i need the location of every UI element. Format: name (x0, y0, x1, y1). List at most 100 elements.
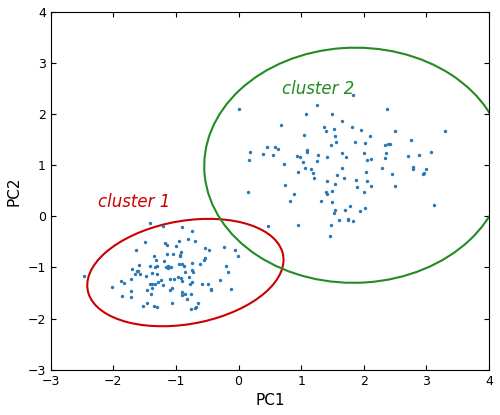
Point (313, 101, 321, 108)
Point (206, 286, 214, 293)
Point (142, 273, 150, 279)
Point (382, 150, 390, 157)
Point (386, 141, 394, 148)
Point (160, 281, 168, 288)
Point (118, 278, 126, 284)
Text: cluster 1: cluster 1 (98, 193, 170, 211)
Point (153, 262, 161, 269)
Point (304, 146, 312, 153)
Point (303, 149, 311, 156)
Point (414, 152, 422, 159)
Point (299, 159, 307, 166)
Point (404, 152, 412, 159)
Point (222, 263, 230, 269)
Point (330, 133, 338, 140)
Point (187, 291, 195, 298)
Point (344, 215, 351, 222)
Point (269, 151, 277, 158)
Point (360, 149, 368, 156)
Point (216, 276, 224, 283)
Point (206, 247, 214, 254)
Point (420, 170, 428, 177)
Point (164, 265, 172, 271)
Point (148, 281, 156, 288)
Point (134, 268, 141, 275)
Point (367, 183, 375, 190)
Point (153, 304, 161, 310)
Point (181, 290, 189, 297)
Point (180, 262, 188, 269)
Point (200, 256, 208, 263)
Point (231, 247, 239, 254)
Point (148, 285, 156, 291)
Point (364, 156, 372, 163)
Point (340, 206, 348, 213)
Point (190, 268, 198, 275)
Point (409, 164, 417, 170)
Point (164, 251, 172, 258)
Point (176, 252, 184, 259)
Point (224, 268, 232, 275)
Point (146, 220, 154, 227)
Point (186, 281, 194, 287)
Text: cluster 2: cluster 2 (282, 80, 355, 98)
Point (168, 300, 176, 306)
Point (172, 243, 179, 250)
Point (391, 183, 399, 190)
Point (356, 208, 364, 214)
Point (332, 138, 340, 145)
Point (160, 257, 168, 264)
Point (338, 117, 346, 124)
Point (191, 305, 199, 311)
Point (294, 222, 302, 228)
Point (381, 142, 389, 148)
Point (150, 302, 158, 309)
Point (174, 238, 182, 244)
Point (330, 126, 338, 132)
Point (382, 154, 390, 161)
Point (168, 264, 175, 270)
Point (150, 281, 158, 287)
Point (118, 292, 126, 299)
Point (323, 190, 331, 197)
Point (157, 276, 165, 283)
Point (153, 271, 161, 278)
Point (391, 128, 399, 134)
Point (362, 178, 370, 184)
Point (330, 210, 338, 216)
Point (162, 264, 170, 271)
Point (362, 168, 370, 175)
Point (170, 276, 178, 282)
Point (301, 164, 309, 171)
Point (178, 278, 186, 285)
Point (430, 201, 438, 208)
Point (332, 207, 340, 214)
Point (188, 267, 196, 274)
Point (378, 165, 386, 171)
Point (348, 124, 356, 130)
Point (108, 284, 116, 290)
Point (176, 253, 184, 259)
Point (188, 260, 196, 266)
Point (324, 154, 332, 160)
Point (161, 240, 169, 247)
Point (272, 144, 280, 151)
Point (192, 303, 200, 310)
Point (328, 110, 336, 117)
Point (338, 149, 346, 156)
Point (151, 264, 159, 270)
Point (322, 128, 330, 135)
Point (328, 199, 336, 205)
Point (362, 139, 370, 146)
Point (184, 236, 192, 243)
X-axis label: PC1: PC1 (255, 393, 284, 408)
Point (132, 247, 140, 254)
Point (127, 293, 135, 300)
Point (183, 295, 191, 302)
Point (150, 253, 158, 259)
Point (348, 92, 356, 99)
Point (324, 178, 332, 184)
Point (159, 222, 167, 229)
Point (174, 273, 182, 280)
Point (366, 132, 374, 139)
